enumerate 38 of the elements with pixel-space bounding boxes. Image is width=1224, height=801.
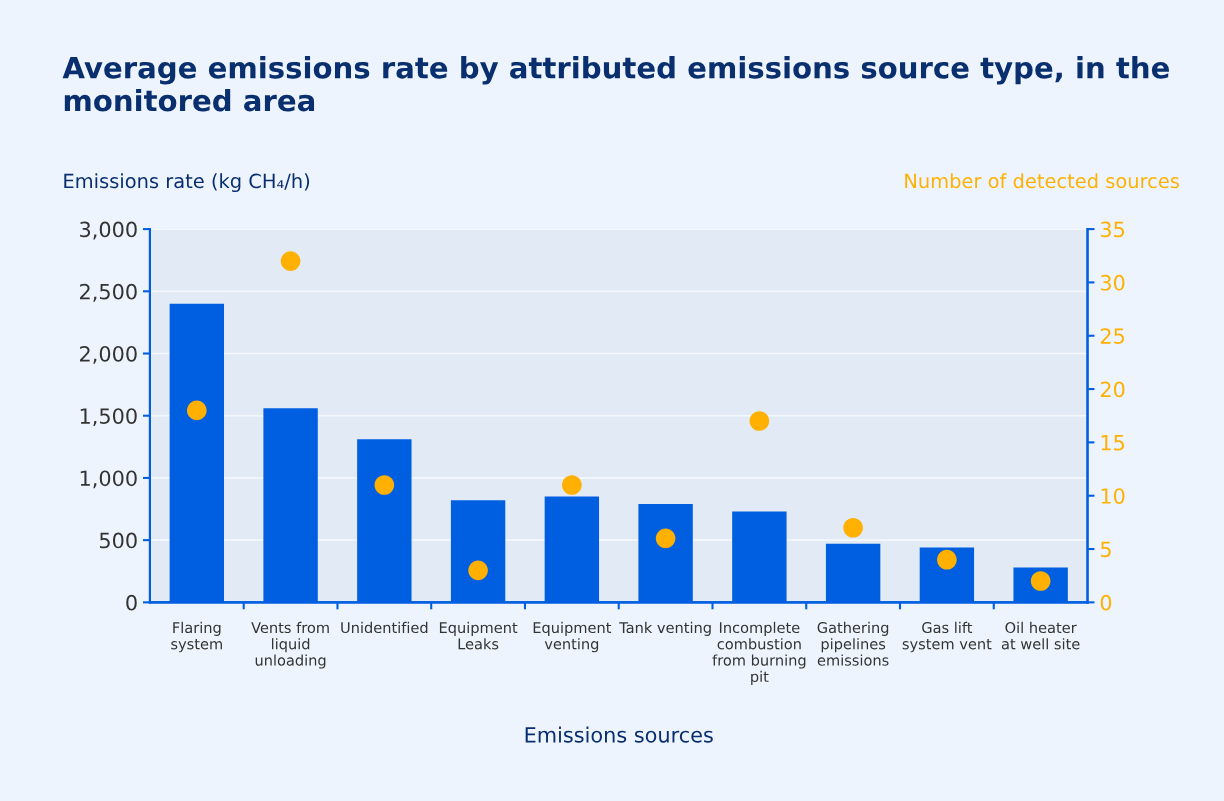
x-tick-label: Gathering pipelines emissions [817, 621, 889, 666]
x-tick-label: Gas lift system vent [902, 621, 992, 653]
point [843, 517, 863, 538]
y-tick-label: 2,000 [80, 345, 137, 364]
y-axis-title: Emissions rate (kg CH₄/h) [64, 173, 310, 193]
y2-tick-label: 5 [1100, 541, 1111, 558]
y-tick-label: 500 [99, 532, 137, 549]
x-tick-label: Equipment Leaks [439, 621, 518, 650]
y2-tick-label: 0 [1100, 594, 1112, 611]
point [187, 400, 207, 421]
point [468, 560, 488, 581]
y-tick-label: 2,500 [80, 283, 137, 302]
x-tick-label: Tank venting [619, 621, 711, 636]
y2-tick-label: 20 [1100, 381, 1125, 398]
y2-tick-label: 35 [1100, 221, 1125, 238]
x-tick-label: Vents from liquid unloading [251, 621, 329, 669]
y2-tick-label: 10 [1101, 488, 1125, 504]
point [280, 251, 301, 271]
x-axis-title: Emissions sources [525, 726, 713, 743]
x-tick-label: Flaring system [171, 621, 222, 653]
chart-title: Average emissions rate by attributed emissions source type, in the monitored area [62, 56, 1169, 112]
x-tick-label: Oil heater at well site [1001, 621, 1080, 650]
x-tick-label: Equipment venting [533, 621, 612, 653]
point [749, 411, 770, 431]
y-tick-label: 1,000 [80, 470, 137, 489]
point [655, 528, 676, 549]
x-tick-label: Incomplete combustion from burning pit [712, 621, 806, 685]
y2-tick-label: 15 [1101, 435, 1125, 451]
x-tick-label: Unidentified [341, 621, 428, 634]
point [562, 475, 582, 495]
y2-tick-label: 25 [1100, 328, 1125, 344]
y2-axis-title: Number of detected sources [905, 173, 1179, 189]
y-tick-label: 0 [126, 594, 137, 611]
y-tick-label: 1,500 [80, 408, 137, 427]
point [937, 549, 957, 570]
y-tick-label: 3,000 [80, 221, 137, 240]
point [374, 475, 395, 495]
y2-tick-label: 30 [1100, 274, 1125, 291]
